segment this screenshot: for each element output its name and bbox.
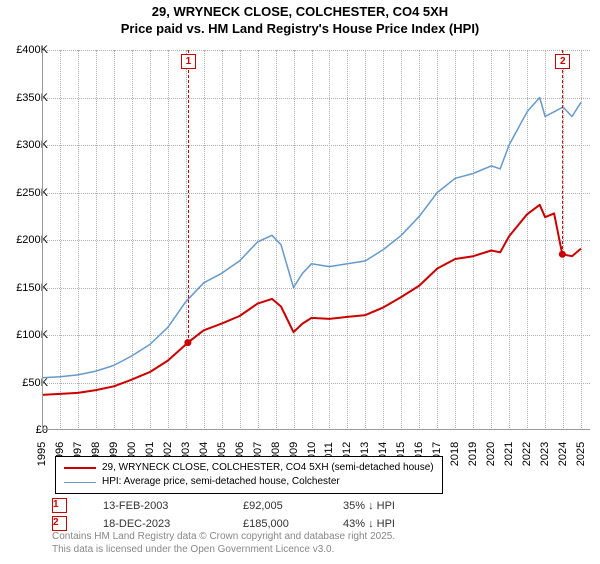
x-tick-label: 2025 <box>575 442 587 466</box>
x-tick-label: 1995 <box>36 442 48 466</box>
x-axis-line <box>42 429 590 430</box>
legend-swatch-price-paid <box>64 467 96 469</box>
event-badge-2: 2 <box>52 516 67 531</box>
event-vline-2 <box>562 50 563 254</box>
event-row-2: 2 18-DEC-2023 £185,000 43% ↓ HPI <box>52 516 395 531</box>
attribution-line-2: This data is licensed under the Open Gov… <box>52 543 395 556</box>
y-axis-line <box>42 50 43 430</box>
chart-plot-area <box>42 50 590 430</box>
series-line-hpi <box>42 98 581 378</box>
x-tick-label: 2019 <box>467 442 479 466</box>
legend-label-price-paid: 29, WRYNECK CLOSE, COLCHESTER, CO4 5XH (… <box>102 461 434 475</box>
legend-item-hpi: HPI: Average price, semi-detached house,… <box>64 475 434 489</box>
x-tick-label: 2022 <box>521 442 533 466</box>
legend-label-hpi: HPI: Average price, semi-detached house,… <box>102 475 340 489</box>
event-marker-badge-1: 1 <box>181 54 196 69</box>
x-tick-label: 2018 <box>449 442 461 466</box>
x-tick-label: 2020 <box>485 442 497 466</box>
event-diff-1: 35% ↓ HPI <box>343 500 395 512</box>
attribution-text: Contains HM Land Registry data © Crown c… <box>52 530 395 556</box>
chart-title-block: 29, WRYNECK CLOSE, COLCHESTER, CO4 5XH P… <box>0 4 600 38</box>
legend-item-price-paid: 29, WRYNECK CLOSE, COLCHESTER, CO4 5XH (… <box>64 461 434 475</box>
event-row-1: 1 13-FEB-2003 £92,005 35% ↓ HPI <box>52 498 395 513</box>
event-marker-badge-2: 2 <box>555 54 570 69</box>
event-price-2: £185,000 <box>243 518 343 530</box>
x-tick-label: 2024 <box>557 442 569 466</box>
legend: 29, WRYNECK CLOSE, COLCHESTER, CO4 5XH (… <box>55 456 443 494</box>
chart-lines <box>42 50 590 430</box>
attribution-line-1: Contains HM Land Registry data © Crown c… <box>52 530 395 543</box>
chart-title-line-1: 29, WRYNECK CLOSE, COLCHESTER, CO4 5XH <box>0 4 600 21</box>
event-price-1: £92,005 <box>243 500 343 512</box>
series-line-price_paid <box>42 205 581 395</box>
x-tick-label: 2021 <box>503 442 515 466</box>
chart-title-line-2: Price paid vs. HM Land Registry's House … <box>0 21 600 38</box>
event-date-2: 18-DEC-2023 <box>103 518 243 530</box>
x-tick-label: 2023 <box>539 442 551 466</box>
event-vline-1 <box>188 50 189 343</box>
legend-swatch-hpi <box>64 482 96 483</box>
event-diff-2: 43% ↓ HPI <box>343 518 395 530</box>
event-date-1: 13-FEB-2003 <box>103 500 243 512</box>
event-badge-1: 1 <box>52 498 67 513</box>
